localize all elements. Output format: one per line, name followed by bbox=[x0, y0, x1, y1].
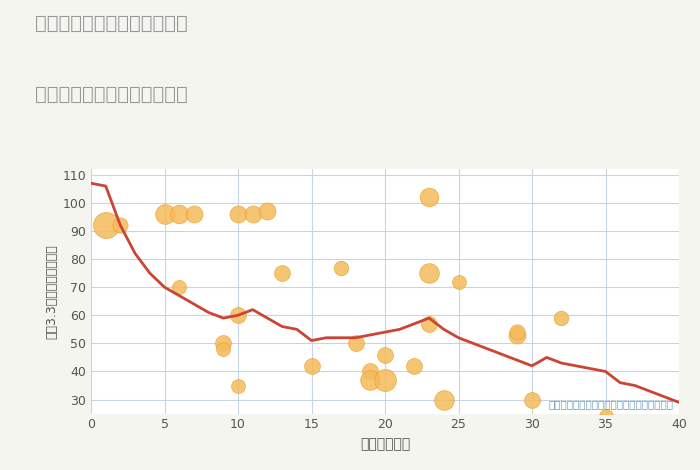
Point bbox=[335, 264, 346, 271]
Point bbox=[424, 320, 435, 328]
Point bbox=[365, 376, 376, 384]
Point bbox=[438, 396, 449, 403]
Point bbox=[409, 362, 420, 369]
Text: 築年数別中古マンション価格: 築年数別中古マンション価格 bbox=[35, 85, 188, 103]
Point bbox=[365, 368, 376, 375]
Point bbox=[174, 283, 185, 291]
Point bbox=[424, 194, 435, 201]
Point bbox=[379, 351, 391, 358]
Point bbox=[424, 269, 435, 277]
Point bbox=[100, 222, 111, 229]
Point bbox=[512, 331, 523, 339]
Point bbox=[232, 382, 244, 389]
Y-axis label: 坪（3.3㎡）単価（万円）: 坪（3.3㎡）単価（万円） bbox=[45, 244, 58, 339]
Point bbox=[247, 211, 258, 218]
Point bbox=[262, 208, 273, 215]
Point bbox=[188, 211, 199, 218]
Point bbox=[350, 340, 361, 347]
Point bbox=[379, 376, 391, 384]
Point bbox=[218, 345, 229, 353]
Point bbox=[600, 413, 611, 420]
Text: 円の大きさは、取引のあった物件面積を示す: 円の大きさは、取引のあった物件面積を示す bbox=[548, 399, 673, 409]
Point bbox=[526, 396, 538, 403]
Point bbox=[556, 314, 567, 322]
Point bbox=[174, 211, 185, 218]
X-axis label: 築年数（年）: 築年数（年） bbox=[360, 437, 410, 451]
Point bbox=[306, 362, 317, 369]
Point bbox=[276, 269, 288, 277]
Point bbox=[512, 329, 523, 336]
Text: 千葉県千葉市若葉区小間子町: 千葉県千葉市若葉区小間子町 bbox=[35, 14, 188, 33]
Point bbox=[232, 211, 244, 218]
Point bbox=[232, 312, 244, 319]
Point bbox=[218, 340, 229, 347]
Point bbox=[159, 211, 170, 218]
Point bbox=[115, 222, 126, 229]
Point bbox=[453, 278, 464, 285]
